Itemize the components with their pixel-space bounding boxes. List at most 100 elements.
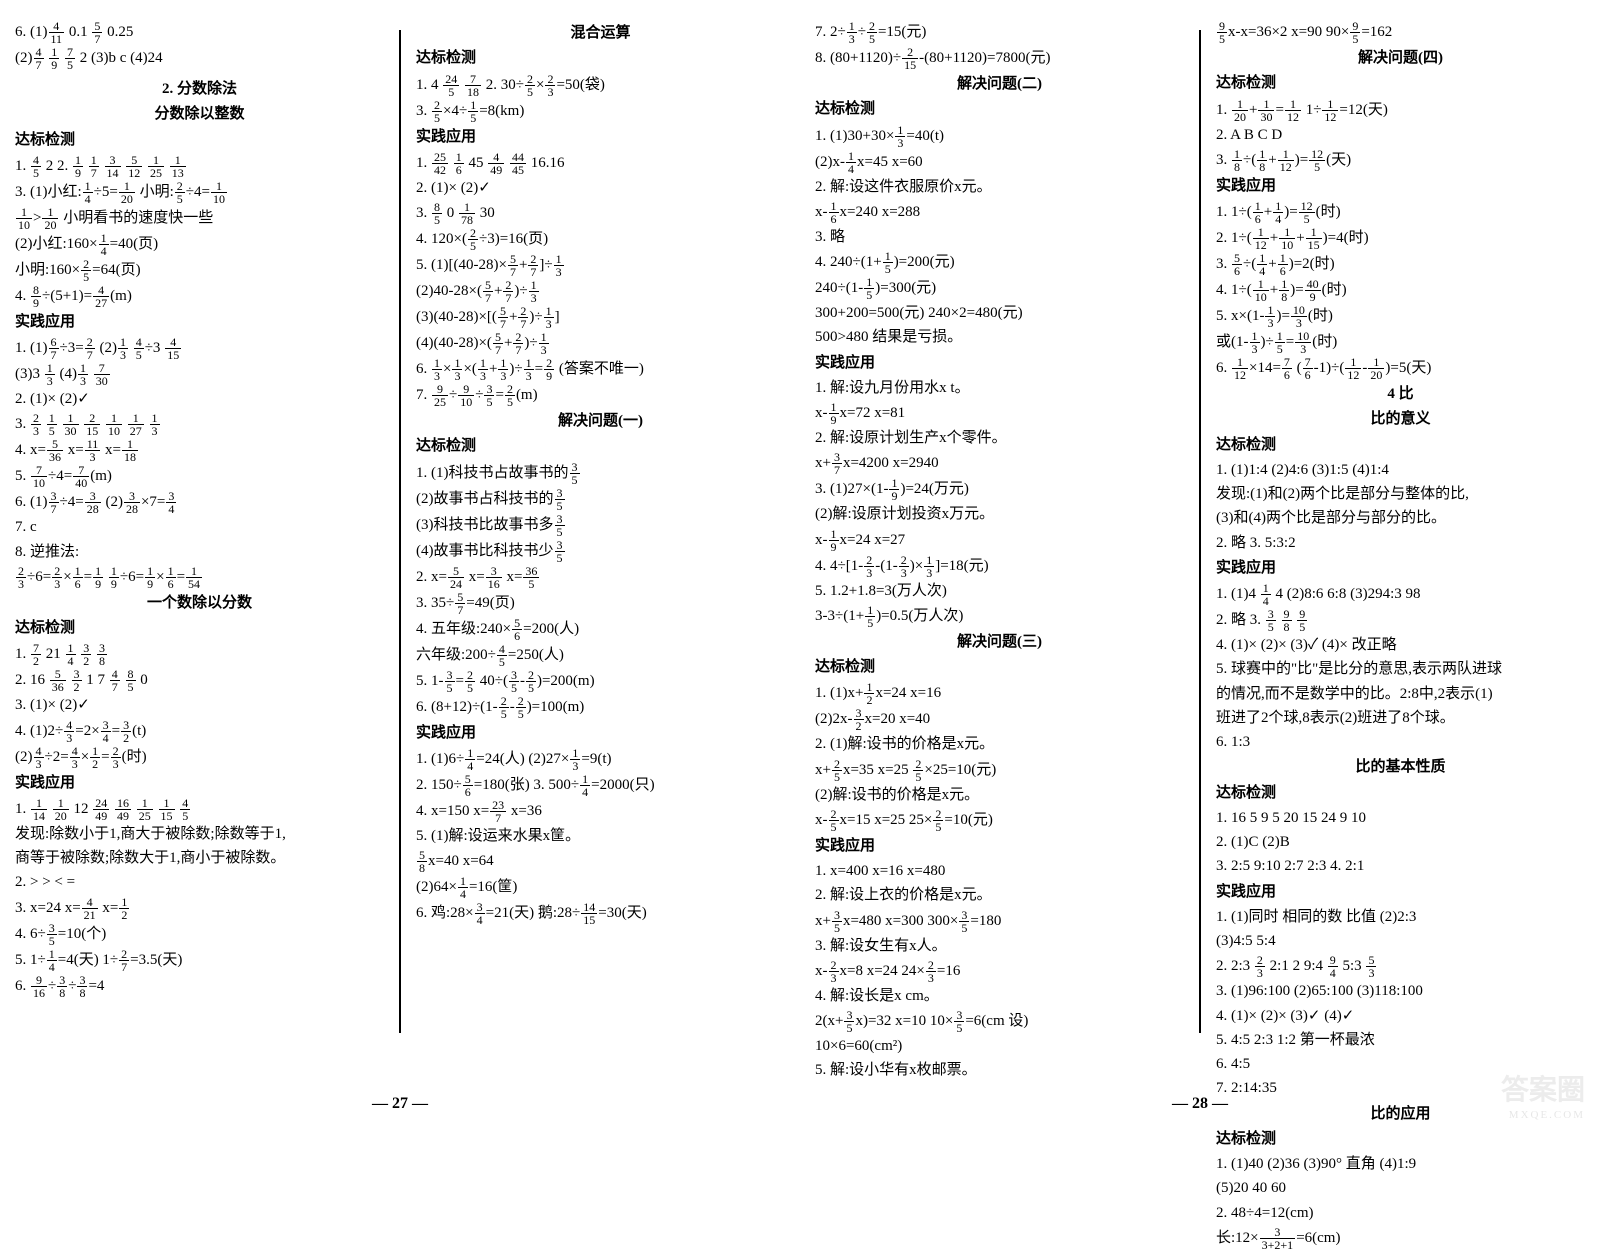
page-right: 7. 2÷13÷25=15(元)8. (80+1120)÷215-(80+112… (800, 0, 1600, 1123)
answer-line: 2. (1)解:设书的价格是x元。 (815, 733, 1184, 756)
answer-line: 6. 鸡:28×34=21(天) 鹅:28÷1415=30(天) (416, 901, 785, 926)
answer-line: 300+200=500(元) 240×2=480(元) (815, 302, 1184, 325)
column-4: 95x-x=36×2 x=90 90×95=162解决问题(四)达标检测1. 1… (1216, 20, 1585, 1083)
sub-heading: 实践应用 (15, 772, 384, 795)
answer-line: 的情况,而不是数学中的比。2:8中,2表示(1) (1216, 683, 1585, 706)
answer-line: 1. x=400 x=16 x=480 (815, 860, 1184, 883)
answer-line: 3. 23 15 130 215 110 127 13 (15, 412, 384, 437)
answer-line: 58x=40 x=64 (416, 849, 785, 874)
sub-heading: 达标检测 (1216, 782, 1585, 805)
answer-line: x+25x=35 x=25 25×25=10(元) (815, 758, 1184, 783)
answer-line: 2. 解:设上衣的价格是x元。 (815, 884, 1184, 907)
section-heading: 4 比 (1216, 383, 1585, 406)
column-divider (1199, 30, 1201, 1033)
answer-line: x+35x=480 x=300 300×35=180 (815, 909, 1184, 934)
answer-line: 4. 解:设长是x cm。 (815, 985, 1184, 1008)
sub-heading: 达标检测 (416, 435, 785, 458)
sub-heading: 达标检测 (15, 617, 384, 640)
answer-line: 6. (8+12)÷(1-25-25)=100(m) (416, 695, 785, 720)
answer-line: 5. 1÷14=4(天) 1÷27=3.5(天) (15, 948, 384, 973)
answer-line: 2. (1)C (2)B (1216, 831, 1585, 854)
sub-heading: 达标检测 (815, 656, 1184, 679)
answer-line: x-16x=240 x=288 (815, 200, 1184, 225)
watermark-url: MXQE.COM (1509, 1109, 1585, 1121)
sub-heading: 实践应用 (416, 722, 785, 745)
answer-line: 1. 120+130=112 1÷112=12(天) (1216, 98, 1585, 123)
answer-line: 商等于被除数;除数大于1,商小于被除数。 (15, 847, 384, 870)
answer-line: (2)解:设原计划投资x万元。 (815, 503, 1184, 526)
answer-line: (5)20 40 60 (1216, 1177, 1585, 1200)
answer-line: 6. 1:3 (1216, 731, 1585, 754)
answer-line: 3. 35÷57=49(页) (416, 591, 785, 616)
answer-line: 1. (1)40 (2)36 (3)90° 直角 (4)1:9 (1216, 1153, 1585, 1176)
sub-heading: 实践应用 (15, 311, 384, 334)
answer-line: 发现:除数小于1,商大于被除数;除数等于1, (15, 823, 384, 846)
answer-line: 3. 略 (815, 226, 1184, 249)
answer-line: 1. (1)6÷14=24(人) (2)27×13=9(t) (416, 747, 785, 772)
answer-line: 500>480 结果是亏损。 (815, 326, 1184, 349)
answer-line: 1. (1)1:4 (2)4:6 (3)1:5 (4)1:4 (1216, 459, 1585, 482)
answer-line: (3)科技书比故事书多35 (416, 513, 785, 538)
answer-line: 1. 72 21 14 32 38 (15, 642, 384, 667)
answer-line: 发现:(1)和(2)两个比是部分与整体的比, (1216, 483, 1585, 506)
answer-line: 110>120 小明看书的速度快一些 (15, 206, 384, 231)
answer-line: 3. (1)× (2)✓ (15, 694, 384, 717)
answer-line: 7. 2÷13÷25=15(元) (815, 20, 1184, 45)
answer-line: 7. c (15, 516, 384, 539)
section-heading: 分数除以整数 (15, 103, 384, 126)
answer-line: 5. 球赛中的"比"是比分的意思,表示两队进球 (1216, 658, 1585, 681)
section-heading: 混合运算 (416, 22, 785, 45)
answer-line: 1. 2542 16 45 449 4445 16.16 (416, 151, 785, 176)
answer-line: (2)47 19 75 2 (3)b c (4)24 (15, 46, 384, 71)
sub-heading: 实践应用 (416, 126, 785, 149)
page-left: 6. (1)411 0.1 57 0.25 (2)47 19 75 2 (3)b… (0, 0, 800, 1123)
answer-line: (4)(40-28)×(57+27)÷13 (416, 331, 785, 356)
answer-line: 1. 114 120 12 2449 1649 125 115 45 (15, 797, 384, 822)
answer-line: 10×6=60(cm²) (815, 1035, 1184, 1058)
answer-line: 2. 略 3. 35 98 95 (1216, 608, 1585, 633)
answer-line: (4)故事书比科技书少35 (416, 539, 785, 564)
answer-line: 5. 710÷4=740(m) (15, 464, 384, 489)
section-heading: 解决问题(三) (815, 631, 1184, 654)
answer-line: 6. 13×13×(13+13)÷13=29 (答案不唯一) (416, 357, 785, 382)
answer-line: x-23x=8 x=24 24×23=16 (815, 959, 1184, 984)
column-1: 6. (1)411 0.1 57 0.25 (2)47 19 75 2 (3)b… (15, 20, 384, 1083)
sub-heading: 达标检测 (15, 129, 384, 152)
page-number-right: — 28 — (1172, 1095, 1228, 1113)
answer-line: (2)64×14=16(筐) (416, 875, 785, 900)
answer-line: 2. 150÷56=180(张) 3. 500÷14=2000(只) (416, 773, 785, 798)
answer-line: (2)2x-32x=20 x=40 (815, 707, 1184, 732)
sub-heading: 达标检测 (1216, 72, 1585, 95)
column-divider (399, 30, 401, 1033)
page-number-left: — 27 — (372, 1095, 428, 1113)
answer-line: (2)40-28×(57+27)÷13 (416, 279, 785, 304)
answer-line: 3. (1)27×(1-19)=24(万元) (815, 477, 1184, 502)
sub-heading: 达标检测 (416, 47, 785, 70)
answer-line: 4. (1)× (2)× (3)✓ (4)✓ (1216, 1005, 1585, 1028)
answer-line: x-25x=15 x=25 25×25=10(元) (815, 808, 1184, 833)
answer-line: 1. 45 2 2. 19 17 314 512 125 113 (15, 154, 384, 179)
answer-line: 5. 解:设小华有x枚邮票。 (815, 1059, 1184, 1082)
watermark-logo: 答案圈 (1501, 1068, 1585, 1108)
answer-line: 4. 120×(25÷3)=16(页) (416, 227, 785, 252)
answer-line: 2. 1÷(112+110+115)=4(时) (1216, 226, 1585, 251)
answer-line: 7. 925÷910÷35=25(m) (416, 383, 785, 408)
answer-line: 2(x+35x)=32 x=10 10×35=6(cm 设) (815, 1009, 1184, 1034)
answer-line: 2. A B C D (1216, 124, 1585, 147)
answer-line: 4. 240÷(1+15)=200(元) (815, 250, 1184, 275)
answer-line: 8. (80+1120)÷215-(80+1120)=7800(元) (815, 46, 1184, 71)
sub-heading: 达标检测 (1216, 1128, 1585, 1151)
answer-line: 2. (1)× (2)✓ (15, 388, 384, 411)
answer-line: 2. > > < = (15, 871, 384, 894)
sub-heading: 达标检测 (815, 98, 1184, 121)
answer-line: 1. 16 5 9 5 20 15 24 9 10 (1216, 807, 1585, 830)
sub-heading: 实践应用 (815, 352, 1184, 375)
answer-line: 6. 112×14=76 (76-1)÷(112-120)=5(天) (1216, 356, 1585, 381)
answer-line: 2. 解:设这件衣服原价x元。 (815, 176, 1184, 199)
answer-line: 4. 1÷(110+18)=409(时) (1216, 278, 1585, 303)
answer-line: 5. 4:5 2:3 1:2 第一杯最浓 (1216, 1029, 1585, 1052)
section-heading: 比的意义 (1216, 408, 1585, 431)
answer-line: (2)故事书占科技书的35 (416, 487, 785, 512)
sub-heading: 达标检测 (1216, 434, 1585, 457)
answer-line: 3. 解:设女生有x人。 (815, 935, 1184, 958)
